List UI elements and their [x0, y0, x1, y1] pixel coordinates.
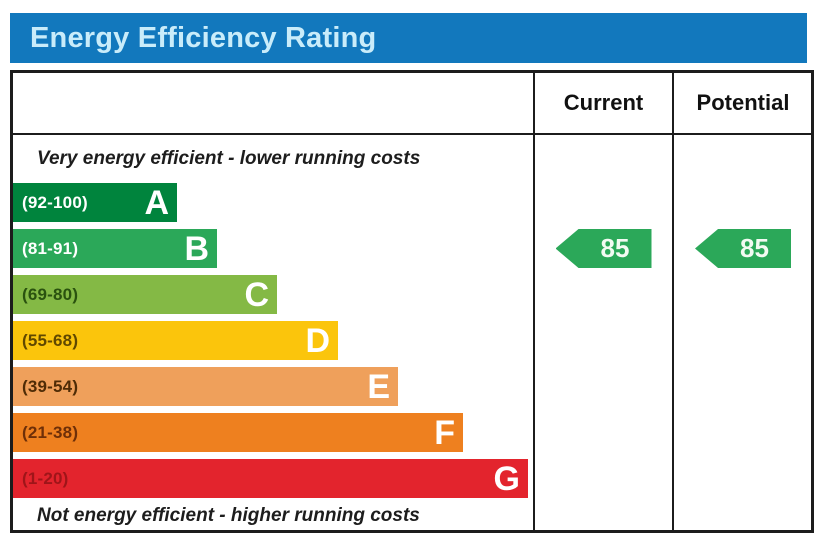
band-letter: E	[367, 367, 390, 406]
band-bar-f: (21-38) F	[13, 413, 463, 452]
rating-table: Current Potential Very energy efficient …	[10, 70, 814, 533]
band-range-label: (92-100)	[22, 192, 88, 212]
top-note: Very energy efficient - lower running co…	[37, 148, 421, 169]
band-row-f: (21-38) F	[13, 413, 533, 452]
band-row-b: (81-91) B	[13, 229, 533, 268]
page-title: Energy Efficiency Rating	[30, 21, 377, 54]
band-bar-g: (1-20) G	[13, 459, 528, 498]
band-letter: B	[184, 229, 209, 268]
rating-bands: (92-100) A (81-91) B (69-80) C (55-68) D (39-54)…	[13, 183, 533, 505]
table-body-row: Very energy efficient - lower running co…	[13, 135, 811, 530]
band-range-label: (81-91)	[22, 238, 79, 258]
band-letter: A	[144, 183, 169, 222]
band-bar-a: (92-100) A	[13, 183, 177, 222]
band-row-d: (55-68) D	[13, 321, 533, 360]
band-range-label: (55-68)	[22, 330, 79, 350]
column-header-current: Current	[533, 73, 672, 133]
current-rating-cell: 85	[533, 135, 672, 530]
band-bar-e: (39-54) E	[13, 367, 398, 406]
band-letter: C	[244, 275, 269, 314]
title-bar: Energy Efficiency Rating	[10, 13, 807, 63]
band-bar-c: (69-80) C	[13, 275, 277, 314]
current-rating-arrow: 85	[555, 229, 652, 268]
band-range-label: (39-54)	[22, 376, 79, 396]
table-header-row: Current Potential	[13, 73, 811, 135]
band-row-c: (69-80) C	[13, 275, 533, 314]
band-range-label: (21-38)	[22, 422, 79, 442]
band-row-g: (1-20) G	[13, 459, 533, 498]
current-rating-value: 85	[600, 233, 630, 263]
band-letter: G	[493, 459, 520, 498]
band-row-a: (92-100) A	[13, 183, 533, 222]
bands-column: Very energy efficient - lower running co…	[13, 135, 533, 530]
bottom-note: Not energy efficient - higher running co…	[37, 505, 420, 526]
band-row-e: (39-54) E	[13, 367, 533, 406]
band-letter: D	[305, 321, 330, 360]
column-header-potential: Potential	[672, 73, 812, 133]
band-column-header-empty	[13, 73, 533, 133]
band-range-label: (1-20)	[22, 468, 69, 488]
band-range-label: (69-80)	[22, 284, 79, 304]
band-bar-d: (55-68) D	[13, 321, 338, 360]
potential-rating-arrow: 85	[695, 229, 791, 268]
band-bar-b: (81-91) B	[13, 229, 217, 268]
potential-rating-cell: 85	[672, 135, 812, 530]
band-letter: F	[434, 413, 455, 452]
potential-rating-value: 85	[740, 233, 769, 263]
